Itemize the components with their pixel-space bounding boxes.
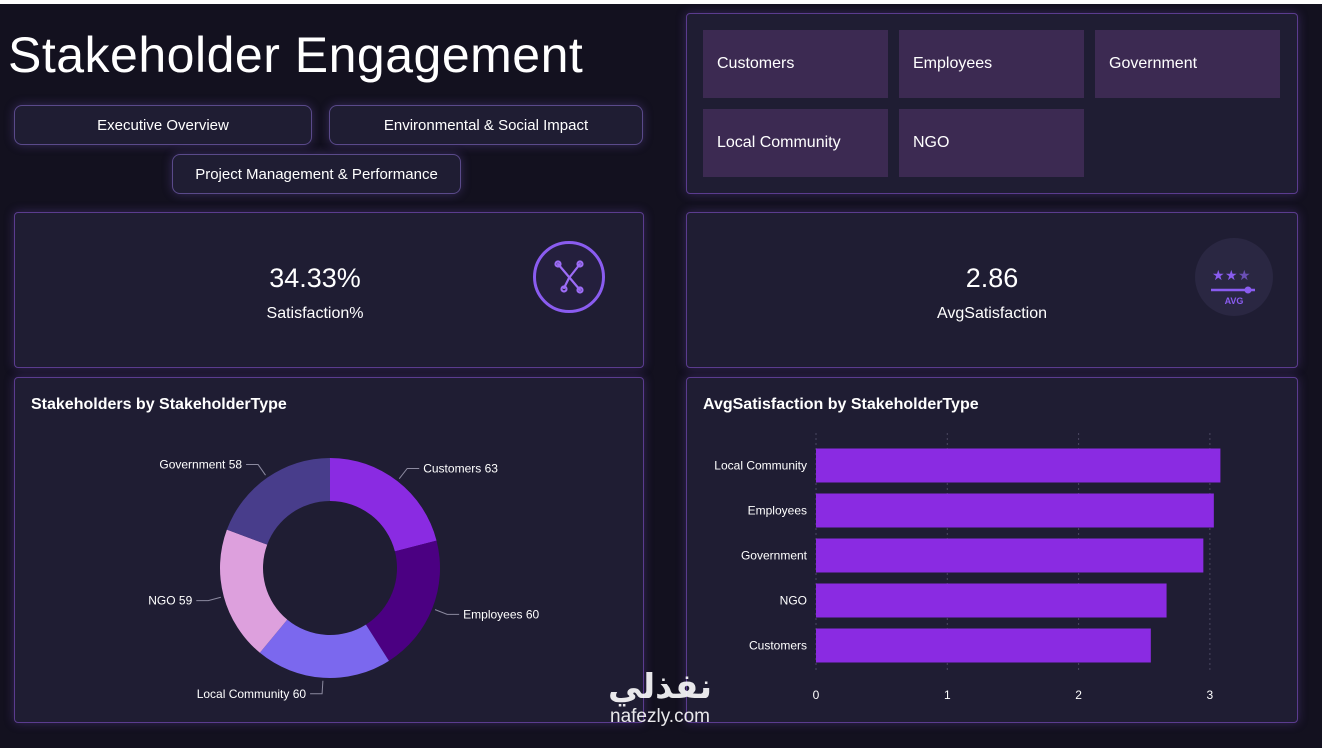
x-tick-label: 1 <box>944 688 951 702</box>
data-label: Employees 60 <box>463 607 539 621</box>
kpi-label: Satisfaction% <box>266 305 364 322</box>
watermark: نفذلي nafezly.com <box>580 668 740 728</box>
kpi-value: 2.86 <box>965 263 1019 293</box>
svg-text:AVG: AVG <box>1225 296 1244 306</box>
page-title: Stakeholder Engagement <box>8 27 584 83</box>
stakeholder-type-slicer: Customers Employees Government Local Com… <box>686 13 1298 194</box>
bar-government[interactable] <box>816 538 1204 573</box>
x-tick-label: 3 <box>1207 688 1214 702</box>
nav-environmental-social-impact-button[interactable]: Environmental & Social Impact <box>329 105 643 145</box>
donut-slice-employees[interactable] <box>365 540 441 661</box>
chart-title: Stakeholders by StakeholderType <box>31 396 287 413</box>
kpi-card-satisfaction: 34.33% Satisfaction% <box>14 212 644 368</box>
data-label: Customers 63 <box>423 461 498 475</box>
bar-ngo[interactable] <box>816 583 1167 618</box>
bar-customers[interactable] <box>816 628 1151 663</box>
data-label: NGO 59 <box>148 594 192 608</box>
leader-line <box>196 596 221 602</box>
kpi-label: AvgSatisfaction <box>937 305 1047 322</box>
y-category-label: Customers <box>749 639 807 653</box>
watermark-latin: nafezly.com <box>610 706 710 727</box>
kpi-value: 34.33% <box>269 263 361 293</box>
donut-slice-local-community[interactable] <box>259 619 389 678</box>
slicer-item-employees[interactable]: Employees <box>899 30 1084 98</box>
x-tick-label: 2 <box>1075 688 1082 702</box>
x-tick-label: 0 <box>813 688 820 702</box>
bar-employees[interactable] <box>816 493 1214 528</box>
bar-chart: 0 1 2 3 Local Community Employees Government NG… <box>714 433 1221 702</box>
donut-slice-government[interactable] <box>226 458 330 545</box>
donut-chart-panel: Stakeholders by StakeholderType Customer… <box>14 377 644 723</box>
donut-slice-customers[interactable] <box>330 458 437 552</box>
leader-line <box>398 467 420 480</box>
network-icon <box>533 241 605 313</box>
svg-text:★: ★ <box>1212 267 1225 283</box>
bar-local-community[interactable] <box>816 448 1221 483</box>
chart-title: AvgSatisfaction by StakeholderType <box>703 396 979 413</box>
donut-slice-ngo[interactable] <box>220 529 288 653</box>
stars-avg-icon: ★ ★ ★ AVG <box>1195 238 1273 316</box>
data-label: Government 58 <box>159 458 242 472</box>
leader-line <box>310 680 324 695</box>
nav-project-management-button[interactable]: Project Management & Performance <box>172 154 461 194</box>
y-category-label: Employees <box>748 504 807 518</box>
y-category-label: NGO <box>780 594 807 608</box>
bar-chart-panel: AvgSatisfaction by StakeholderType 0 1 2 3 L… <box>686 377 1298 723</box>
leader-line <box>434 609 460 615</box>
slicer-item-customers[interactable]: Customers <box>703 30 888 98</box>
y-category-label: Government <box>741 549 808 563</box>
top-strip <box>0 0 1322 4</box>
nav-executive-overview-button[interactable]: Executive Overview <box>14 105 312 145</box>
svg-text:★: ★ <box>1238 267 1251 283</box>
slicer-item-local-community[interactable]: Local Community <box>703 109 888 177</box>
svg-text:★: ★ <box>1225 267 1238 283</box>
donut-chart: Customers 63 Employees 60 Local Community … <box>148 458 539 701</box>
kpi-card-avg-satisfaction: 2.86 AvgSatisfaction ★ ★ ★ AVG <box>686 212 1298 368</box>
leader-line <box>246 464 266 476</box>
y-category-label: Local Community <box>714 459 807 473</box>
watermark-arabic: نفذلي <box>607 667 713 707</box>
slicer-item-ngo[interactable]: NGO <box>899 109 1084 177</box>
data-label: Local Community 60 <box>197 687 307 701</box>
slicer-item-government[interactable]: Government <box>1095 30 1280 98</box>
